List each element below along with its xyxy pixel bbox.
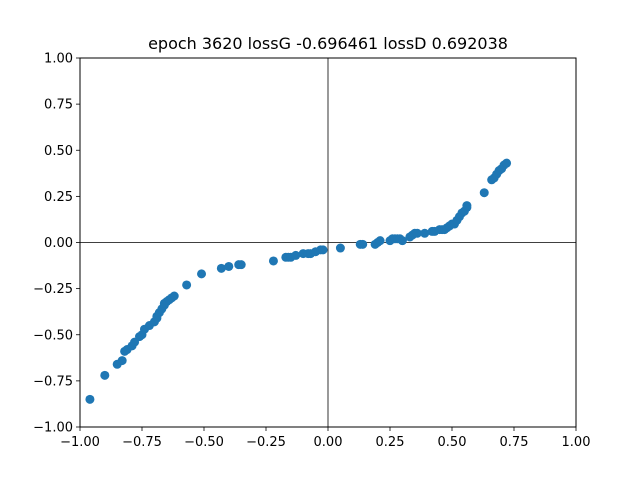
- data-point: [318, 245, 328, 255]
- data-point: [117, 356, 127, 366]
- chart-title: epoch 3620 lossG -0.696461 lossD 0.69203…: [148, 34, 508, 53]
- data-point: [479, 188, 489, 198]
- data-point: [375, 236, 385, 246]
- data-point: [182, 280, 192, 290]
- y-tick-label: 0.00: [44, 236, 73, 251]
- data-point: [216, 263, 226, 273]
- x-tick-label: −0.25: [246, 435, 286, 450]
- data-point: [412, 228, 422, 238]
- x-tick-label: 0.75: [500, 435, 529, 450]
- y-tick-label: −0.25: [33, 282, 73, 297]
- x-tick-label: 1.00: [562, 435, 591, 450]
- x-tick-label: −0.50: [184, 435, 224, 450]
- data-point: [462, 201, 472, 211]
- x-tick-label: 0.00: [314, 435, 343, 450]
- data-point: [197, 269, 207, 279]
- x-tick-label: 0.50: [438, 435, 467, 450]
- x-tick-label: −1.00: [60, 435, 100, 450]
- y-tick-label: 0.50: [44, 144, 73, 159]
- data-point: [420, 228, 430, 238]
- data-point: [502, 158, 512, 168]
- plot-area: −1.00 −0.75 −0.50 −0.25 0.00 0.25 0.50 0.75 1.00…: [33, 52, 590, 451]
- data-point: [100, 370, 110, 380]
- data-point: [85, 394, 95, 404]
- x-tick-label: −0.75: [122, 435, 162, 450]
- y-tick-label: −0.50: [33, 328, 73, 343]
- data-point: [358, 239, 368, 249]
- y-tick-label: 0.75: [44, 98, 73, 113]
- data-point: [224, 261, 234, 271]
- data-point: [268, 256, 278, 266]
- y-tick-label: 0.25: [44, 190, 73, 205]
- y-tick-label: −1.00: [33, 421, 73, 436]
- x-tick-label: 0.25: [376, 435, 405, 450]
- data-point: [335, 243, 345, 253]
- y-tick-label: 1.00: [44, 52, 73, 67]
- data-point: [236, 260, 246, 270]
- y-tick-label: −0.75: [33, 374, 73, 389]
- data-point: [169, 291, 179, 301]
- data-point: [397, 236, 407, 246]
- data-point: [291, 250, 301, 260]
